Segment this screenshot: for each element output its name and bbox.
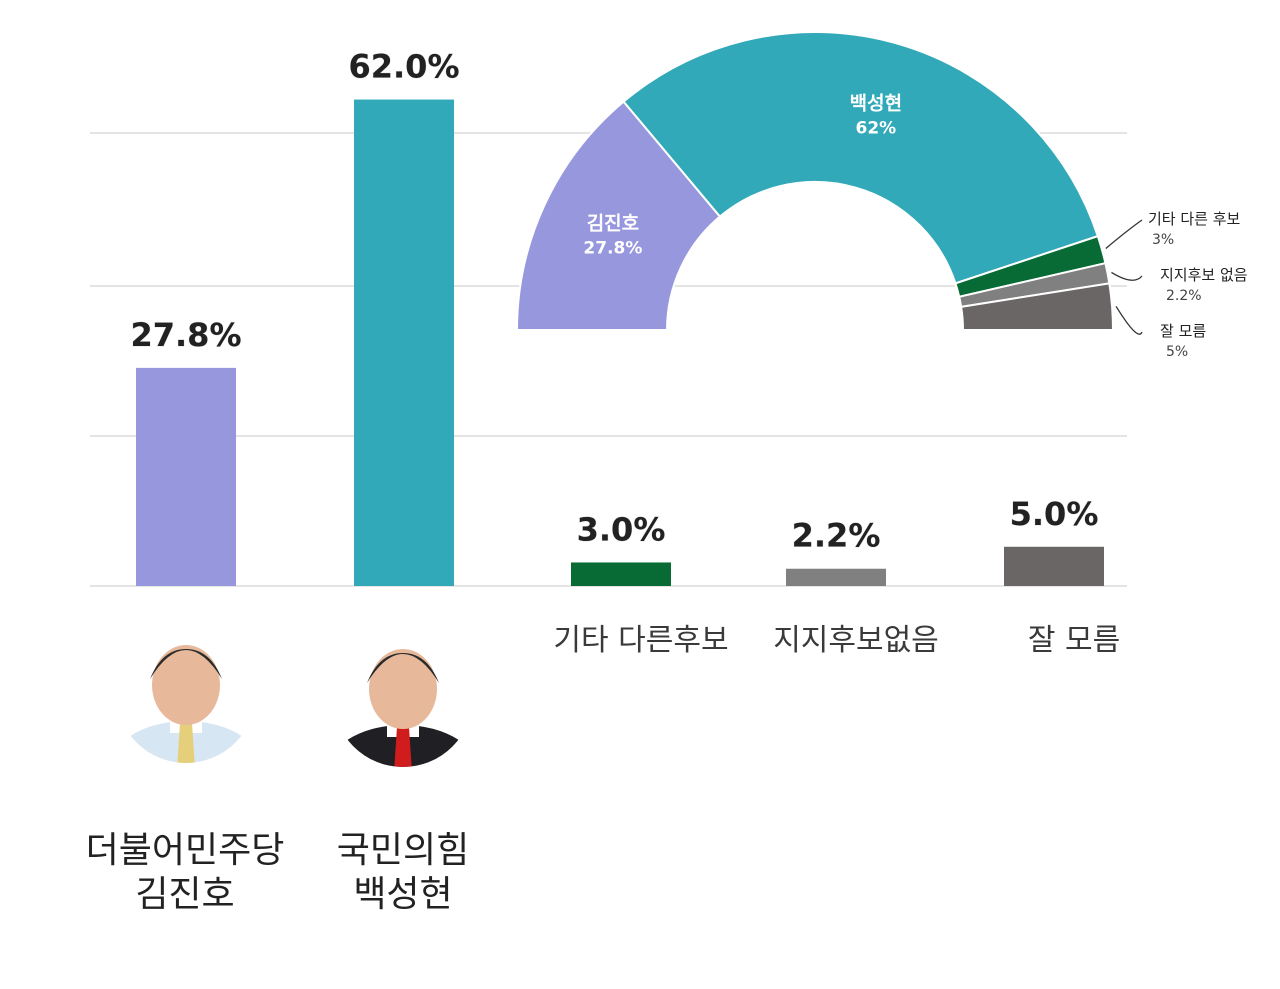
party-name-label: 더불어민주당 xyxy=(86,830,285,871)
donut-slice-value: 62% xyxy=(856,118,897,138)
bar-0 xyxy=(136,367,236,586)
bar-series: 27.8% 62.0% 3.0% 2.2% 5.0% xyxy=(130,47,1104,587)
bar-value-label: 2.2% xyxy=(792,517,881,555)
donut-slice-0 xyxy=(515,100,722,331)
candidate-name-label: 백성현 xyxy=(353,874,452,915)
bar-4 xyxy=(1004,546,1104,586)
bar-value-label: 62.0% xyxy=(348,48,459,86)
half-donut-chart: 김진호 27.8% 백성현 62% 기타 다른 후보 3% 지지후보 없음 2.2% 잘 모름 5… xyxy=(515,31,1248,360)
bar-2 xyxy=(571,562,671,586)
category-label: 잘 모름 xyxy=(1028,623,1120,658)
leader-line xyxy=(1105,219,1143,249)
donut-slice-name: 기타 다른 후보 xyxy=(1148,210,1241,228)
leader-line xyxy=(1115,305,1143,335)
donut-slice-name: 김진호 xyxy=(587,213,639,235)
candidate-photo-icon xyxy=(333,627,473,767)
bar-1 xyxy=(354,99,454,587)
bar-value-label: 27.8% xyxy=(130,316,241,354)
donut-slice-value: 5% xyxy=(1166,344,1188,360)
donut-slice-value: 27.8% xyxy=(583,239,642,259)
bar-value-label: 3.0% xyxy=(577,510,666,548)
donut-slice-value: 3% xyxy=(1152,232,1174,248)
donut-slice-value: 2.2% xyxy=(1166,288,1202,304)
bar-value-label: 5.0% xyxy=(1010,495,1099,533)
candidate-photo-icon xyxy=(116,623,256,763)
donut-slice-4 xyxy=(960,282,1115,331)
bar-3 xyxy=(786,568,886,586)
candidate-photos xyxy=(116,623,473,767)
category-label: 기타 다른후보 xyxy=(553,623,728,658)
category-label: 지지후보없음 xyxy=(773,623,939,658)
donut-slice-name: 백성현 xyxy=(850,92,902,114)
donut-slice-name: 잘 모름 xyxy=(1160,322,1206,340)
leader-line xyxy=(1111,271,1143,281)
donut-slice-1 xyxy=(622,31,1100,285)
donut-slice-name: 지지후보 없음 xyxy=(1160,266,1248,284)
party-name-label: 국민의힘 xyxy=(337,830,469,871)
candidate-name-label: 김진호 xyxy=(135,874,234,915)
